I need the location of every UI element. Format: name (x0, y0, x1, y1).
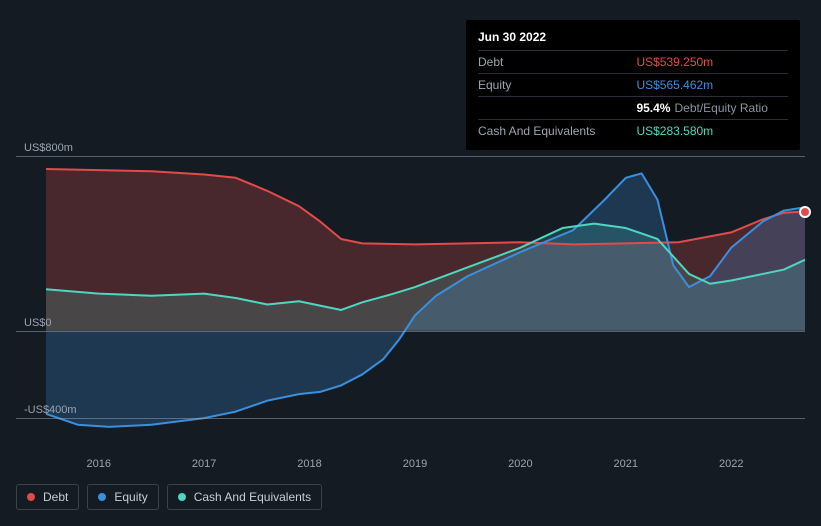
tooltip-row-value: US$539.250m (636, 51, 788, 74)
tooltip-ratio-pct: 95.4% (636, 101, 670, 115)
tooltip-row-value: 95.4% Debt/Equity Ratio (636, 97, 788, 120)
y-gridline (16, 156, 805, 157)
legend-label: Cash And Equivalents (194, 490, 311, 504)
legend-label: Equity (114, 490, 147, 504)
x-tick-label: 2022 (719, 458, 743, 470)
legend-item-cash-and-equivalents[interactable]: Cash And Equivalents (167, 484, 322, 510)
x-tick-label: 2017 (192, 458, 216, 470)
y-gridline (16, 418, 805, 419)
y-tick-label: US$800m (24, 142, 73, 156)
chart-cursor-marker (799, 206, 811, 218)
tooltip-ratio-label: Debt/Equity Ratio (674, 101, 767, 115)
tooltip-row: EquityUS$565.462m (478, 74, 788, 97)
tooltip-row-label: Debt (478, 51, 636, 74)
legend-item-debt[interactable]: Debt (16, 484, 79, 510)
y-gridline (16, 331, 805, 332)
tooltip-row-label (478, 97, 636, 120)
x-tick-label: 2021 (614, 458, 638, 470)
tooltip-row-value: US$565.462m (636, 74, 788, 97)
tooltip-row-label: Equity (478, 74, 636, 97)
chart-plot-area[interactable] (46, 145, 805, 440)
y-tick-label: US$0 (24, 317, 52, 331)
legend-item-equity[interactable]: Equity (87, 484, 158, 510)
tooltip-row: DebtUS$539.250m (478, 51, 788, 74)
x-tick-label: 2019 (403, 458, 427, 470)
tooltip-date: Jun 30 2022 (478, 28, 788, 50)
legend-dot-icon (178, 493, 186, 501)
y-tick-label: -US$400m (24, 404, 77, 418)
chart-legend: Debt Equity Cash And Equivalents (16, 484, 322, 510)
x-tick-label: 2016 (86, 458, 110, 470)
chart-svg (46, 145, 805, 440)
legend-dot-icon (98, 493, 106, 501)
legend-label: Debt (43, 490, 68, 504)
debt-equity-chart[interactable]: US$800m US$0 -US$400m 2016 2017 2018 2019 2020 2… (16, 120, 805, 470)
tooltip-row: 95.4% Debt/Equity Ratio (478, 97, 788, 120)
x-tick-label: 2018 (297, 458, 321, 470)
x-tick-label: 2020 (508, 458, 532, 470)
legend-dot-icon (27, 493, 35, 501)
